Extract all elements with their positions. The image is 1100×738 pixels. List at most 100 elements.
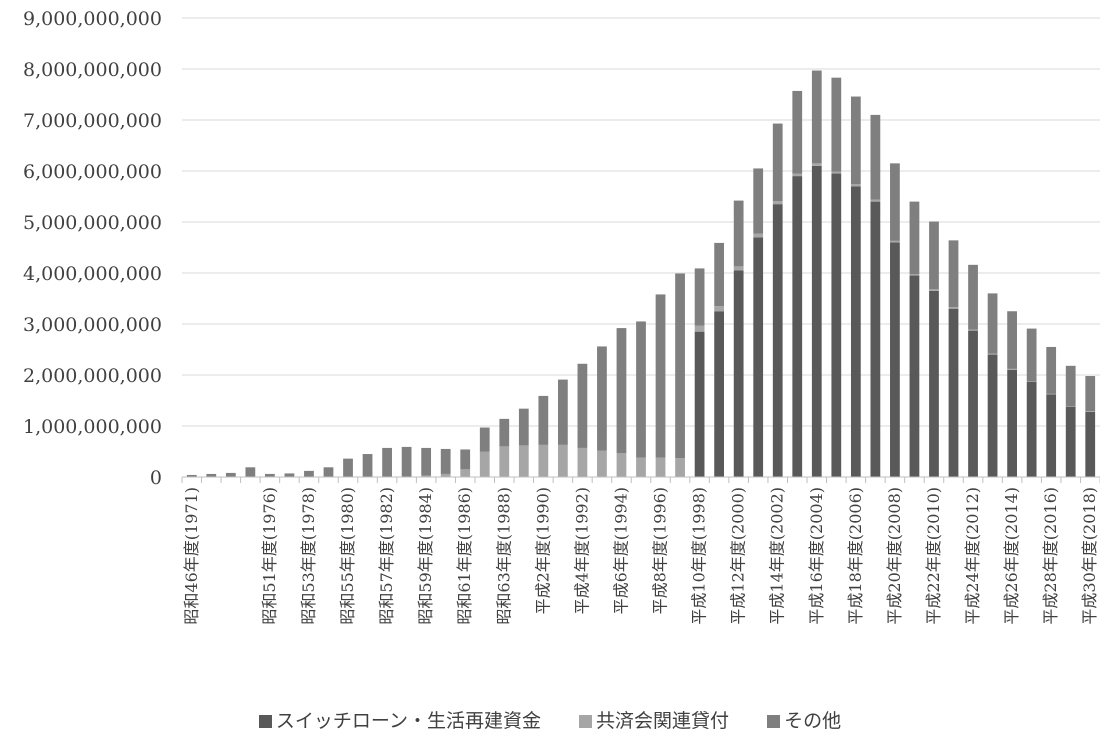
- legend-item-other: その他: [767, 706, 841, 733]
- legend: スイッチローン・生活再建資金 共済会関連貸付 その他: [0, 706, 1100, 733]
- bar-segment-series-1: [929, 289, 939, 291]
- y-axis-tick-labels: 0 1,000,000,000 2,000,000,000 3,000,000,000…: [23, 8, 162, 489]
- x-tick-label: 平成18年度(2006): [846, 487, 865, 625]
- bar-segment-series-2: [733, 200, 744, 267]
- bar-segment-series-1: [733, 266, 744, 271]
- bar-segment-series-2: [636, 321, 646, 458]
- y-tick-label: 3,000,000,000: [23, 314, 162, 336]
- bar-segment-series-2: [1046, 346, 1057, 394]
- x-tick-label: 昭和55年度(1980): [338, 487, 357, 625]
- bar-segment-series-2: [655, 294, 666, 458]
- bar-segment-series-0: [831, 173, 842, 478]
- bar-segment-series-2: [421, 447, 432, 476]
- bar-segment-series-0: [694, 331, 705, 477]
- bar-segment-series-2: [909, 201, 920, 275]
- x-tick-label: 平成14年度(2002): [768, 487, 787, 625]
- bar-segment-series-0: [968, 330, 978, 477]
- bar-segment-series-1: [499, 446, 510, 477]
- legend-item-mutual-aid-loans: 共済会関連貸付: [579, 706, 729, 733]
- legend-item-switch-loan: スイッチローン・生活再建資金: [258, 706, 541, 733]
- bar-segment-series-1: [792, 173, 803, 177]
- y-tick-label: 2,000,000,000: [23, 365, 162, 387]
- bar-segment-series-0: [1026, 381, 1037, 477]
- bar-segment-series-2: [518, 408, 529, 446]
- bar-segment-series-1: [577, 447, 588, 477]
- x-tick-label: 昭和53年度(1978): [299, 487, 318, 625]
- bar-segment-series-1: [479, 451, 490, 477]
- bar-segment-series-2: [460, 449, 471, 470]
- y-tick-label: 4,000,000,000: [23, 263, 162, 285]
- bar-segment-series-2: [323, 467, 334, 477]
- bar-segment-series-2: [870, 114, 881, 200]
- bar-segment-series-0: [948, 308, 959, 477]
- bar-segment-series-1: [557, 444, 568, 477]
- bar-segment-series-1: [675, 458, 685, 477]
- x-tick-label: 平成24年度(2012): [963, 487, 982, 625]
- bar-segment-series-2: [401, 446, 412, 477]
- bar-segment-series-1: [870, 199, 881, 202]
- x-axis-tick-labels: 昭和46年度(1971) 昭和51年度(1976) 昭和53年度(1978) 昭和55…: [182, 487, 1099, 625]
- bar-segment-series-0: [850, 186, 861, 478]
- bar-segment-series-2: [245, 467, 256, 477]
- bar-segment-series-1: [421, 475, 432, 477]
- legend-swatch-mutual-aid-loans: [579, 715, 593, 728]
- bar-segment-series-2: [1026, 328, 1037, 382]
- x-tick-label: 昭和46年度(1971): [182, 487, 201, 625]
- stacked-bar-chart: 0 1,000,000,000 2,000,000,000 3,000,000,000…: [23, 8, 1100, 625]
- bar-segment-series-0: [909, 275, 920, 477]
- y-tick-label: 1,000,000,000: [23, 416, 162, 438]
- bar-segment-series-0: [714, 311, 725, 477]
- x-tick-label: 昭和51年度(1976): [260, 487, 279, 625]
- bar-segment-series-2: [479, 427, 490, 452]
- x-tick-label: 平成16年度(2004): [807, 487, 826, 625]
- bar-segment-series-1: [909, 274, 920, 276]
- gridlines: [182, 17, 1100, 427]
- bar-segment-series-0: [870, 201, 881, 477]
- bar-segment-series-1: [1065, 406, 1076, 407]
- bar-segment-series-2: [1007, 311, 1017, 369]
- x-tick-label: 平成6年度(1994): [611, 487, 630, 614]
- x-tick-label: 平成22年度(2010): [924, 487, 943, 625]
- bar-segment-series-2: [811, 70, 822, 164]
- x-tick-label: 昭和59年度(1984): [416, 487, 435, 625]
- bar-segment-series-1: [597, 450, 607, 477]
- bar-segment-series-0: [929, 290, 939, 477]
- bar-segment-series-1: [1046, 393, 1057, 395]
- bar-segment-series-2: [850, 96, 861, 185]
- bar-segment-series-2: [538, 395, 549, 445]
- bar-segment-series-1: [655, 457, 666, 477]
- bar-segment-series-2: [675, 273, 685, 459]
- bar-segment-series-1: [1007, 368, 1017, 370]
- bar-segment-series-0: [890, 242, 900, 477]
- x-tick-label: 平成20年度(2008): [885, 487, 904, 625]
- x-tick-label: 平成10年度(1998): [690, 487, 709, 625]
- bar-segment-series-2: [694, 268, 705, 326]
- bar-segment-series-1: [460, 469, 471, 477]
- bar-segment-series-2: [382, 447, 392, 477]
- bar-segment-series-2: [265, 473, 275, 477]
- bar-segment-series-0: [733, 270, 744, 477]
- y-tick-label: 8,000,000,000: [23, 59, 162, 81]
- bar-segment-series-2: [343, 458, 353, 477]
- bar-segment-series-1: [636, 457, 646, 477]
- bar-segment-series-1: [538, 444, 549, 477]
- bar-segment-series-1: [987, 353, 998, 355]
- bar-segment-series-2: [225, 472, 236, 477]
- x-tick-label: 平成8年度(1996): [651, 487, 670, 614]
- x-tick-label: 平成4年度(1992): [572, 487, 591, 614]
- bar-segment-series-1: [753, 233, 764, 238]
- legend-label-other: その他: [784, 710, 842, 732]
- bar-segment-series-0: [987, 354, 998, 477]
- bar-segment-series-2: [792, 90, 803, 174]
- y-tick-label: 7,000,000,000: [23, 110, 162, 132]
- bar-segment-series-2: [987, 293, 998, 354]
- bar-segment-series-2: [304, 470, 314, 477]
- bar-segment-series-0: [792, 176, 803, 477]
- bar-segment-series-1: [714, 306, 725, 312]
- legend-swatch-other: [767, 715, 781, 728]
- bar-segment-series-2: [753, 168, 764, 234]
- bar-segment-series-2: [499, 418, 510, 447]
- legend-label-mutual-aid-loans: 共済会関連貸付: [596, 710, 730, 732]
- x-tick-label: 平成12年度(2000): [729, 487, 748, 625]
- x-tick-label: 平成30年度(2018): [1080, 487, 1099, 625]
